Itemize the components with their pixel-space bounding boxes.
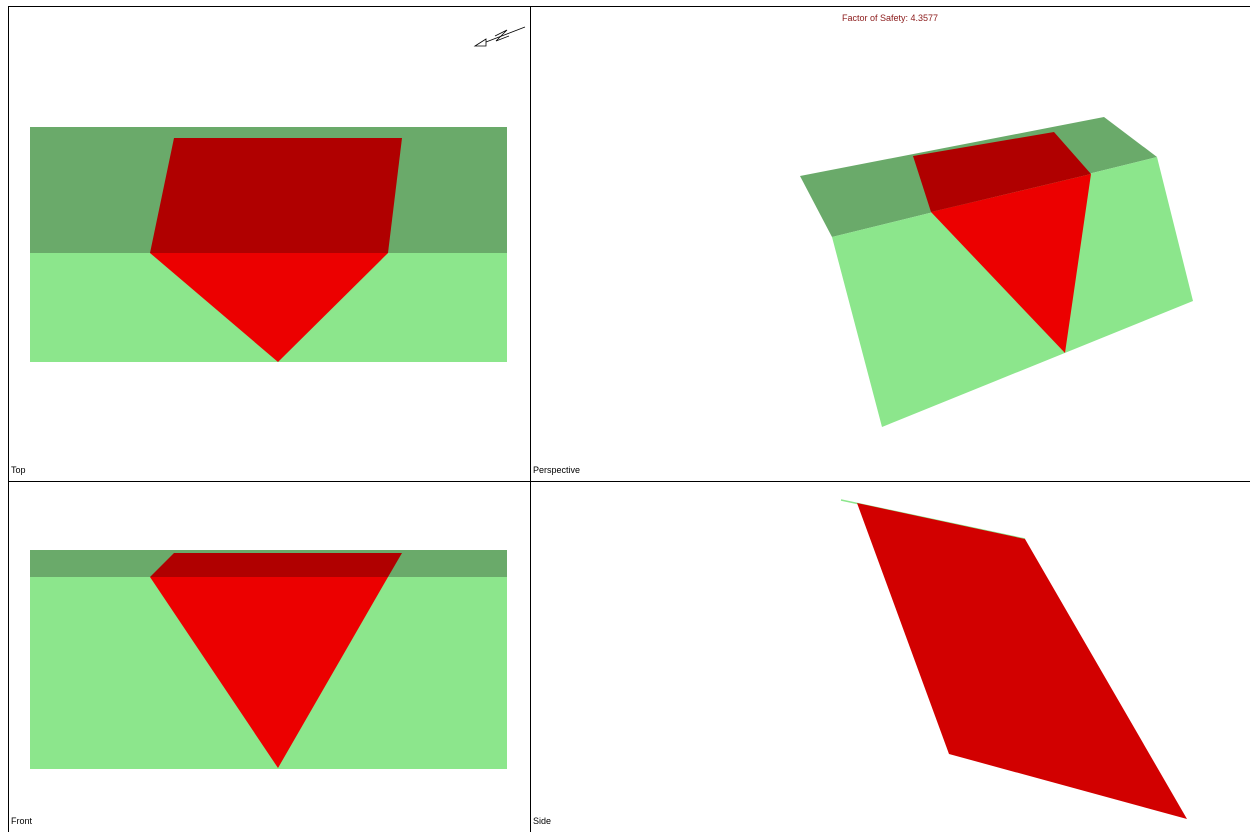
- side-viewport[interactable]: Side: [530, 481, 1250, 832]
- view-label-front: Front: [11, 816, 33, 826]
- wedge-top-face: [150, 138, 402, 253]
- north-arrow-icon: [473, 26, 526, 47]
- view-label-top: Top: [11, 465, 26, 475]
- perspective-view-scene: [800, 117, 1193, 427]
- wedge-top-face: [150, 553, 402, 577]
- wedge-top-face: [913, 132, 1091, 212]
- viewport-divider-vertical[interactable]: [530, 6, 531, 832]
- factor-of-safety-readout: Factor of Safety: 4.3577: [841, 13, 939, 23]
- side-view-scene: [840, 499, 1187, 819]
- viewport-divider-top: [8, 6, 1250, 7]
- viewport-divider-horizontal[interactable]: [8, 481, 1250, 482]
- viewport-divider-left: [8, 6, 9, 832]
- top-view-scene: [30, 26, 526, 362]
- wedge-face: [150, 253, 388, 362]
- top-viewport[interactable]: Top: [8, 6, 530, 481]
- perspective-viewport[interactable]: Factor of Safety: 4.3577 Perspective: [530, 6, 1250, 481]
- front-viewport[interactable]: Front: [8, 481, 530, 832]
- wedge-face: [931, 174, 1091, 353]
- wedge-face: [150, 577, 388, 768]
- front-view-scene: [30, 550, 507, 769]
- wedge-side-profile: [857, 503, 1187, 819]
- view-label-side: Side: [533, 816, 552, 826]
- view-label-perspective: Perspective: [533, 465, 581, 475]
